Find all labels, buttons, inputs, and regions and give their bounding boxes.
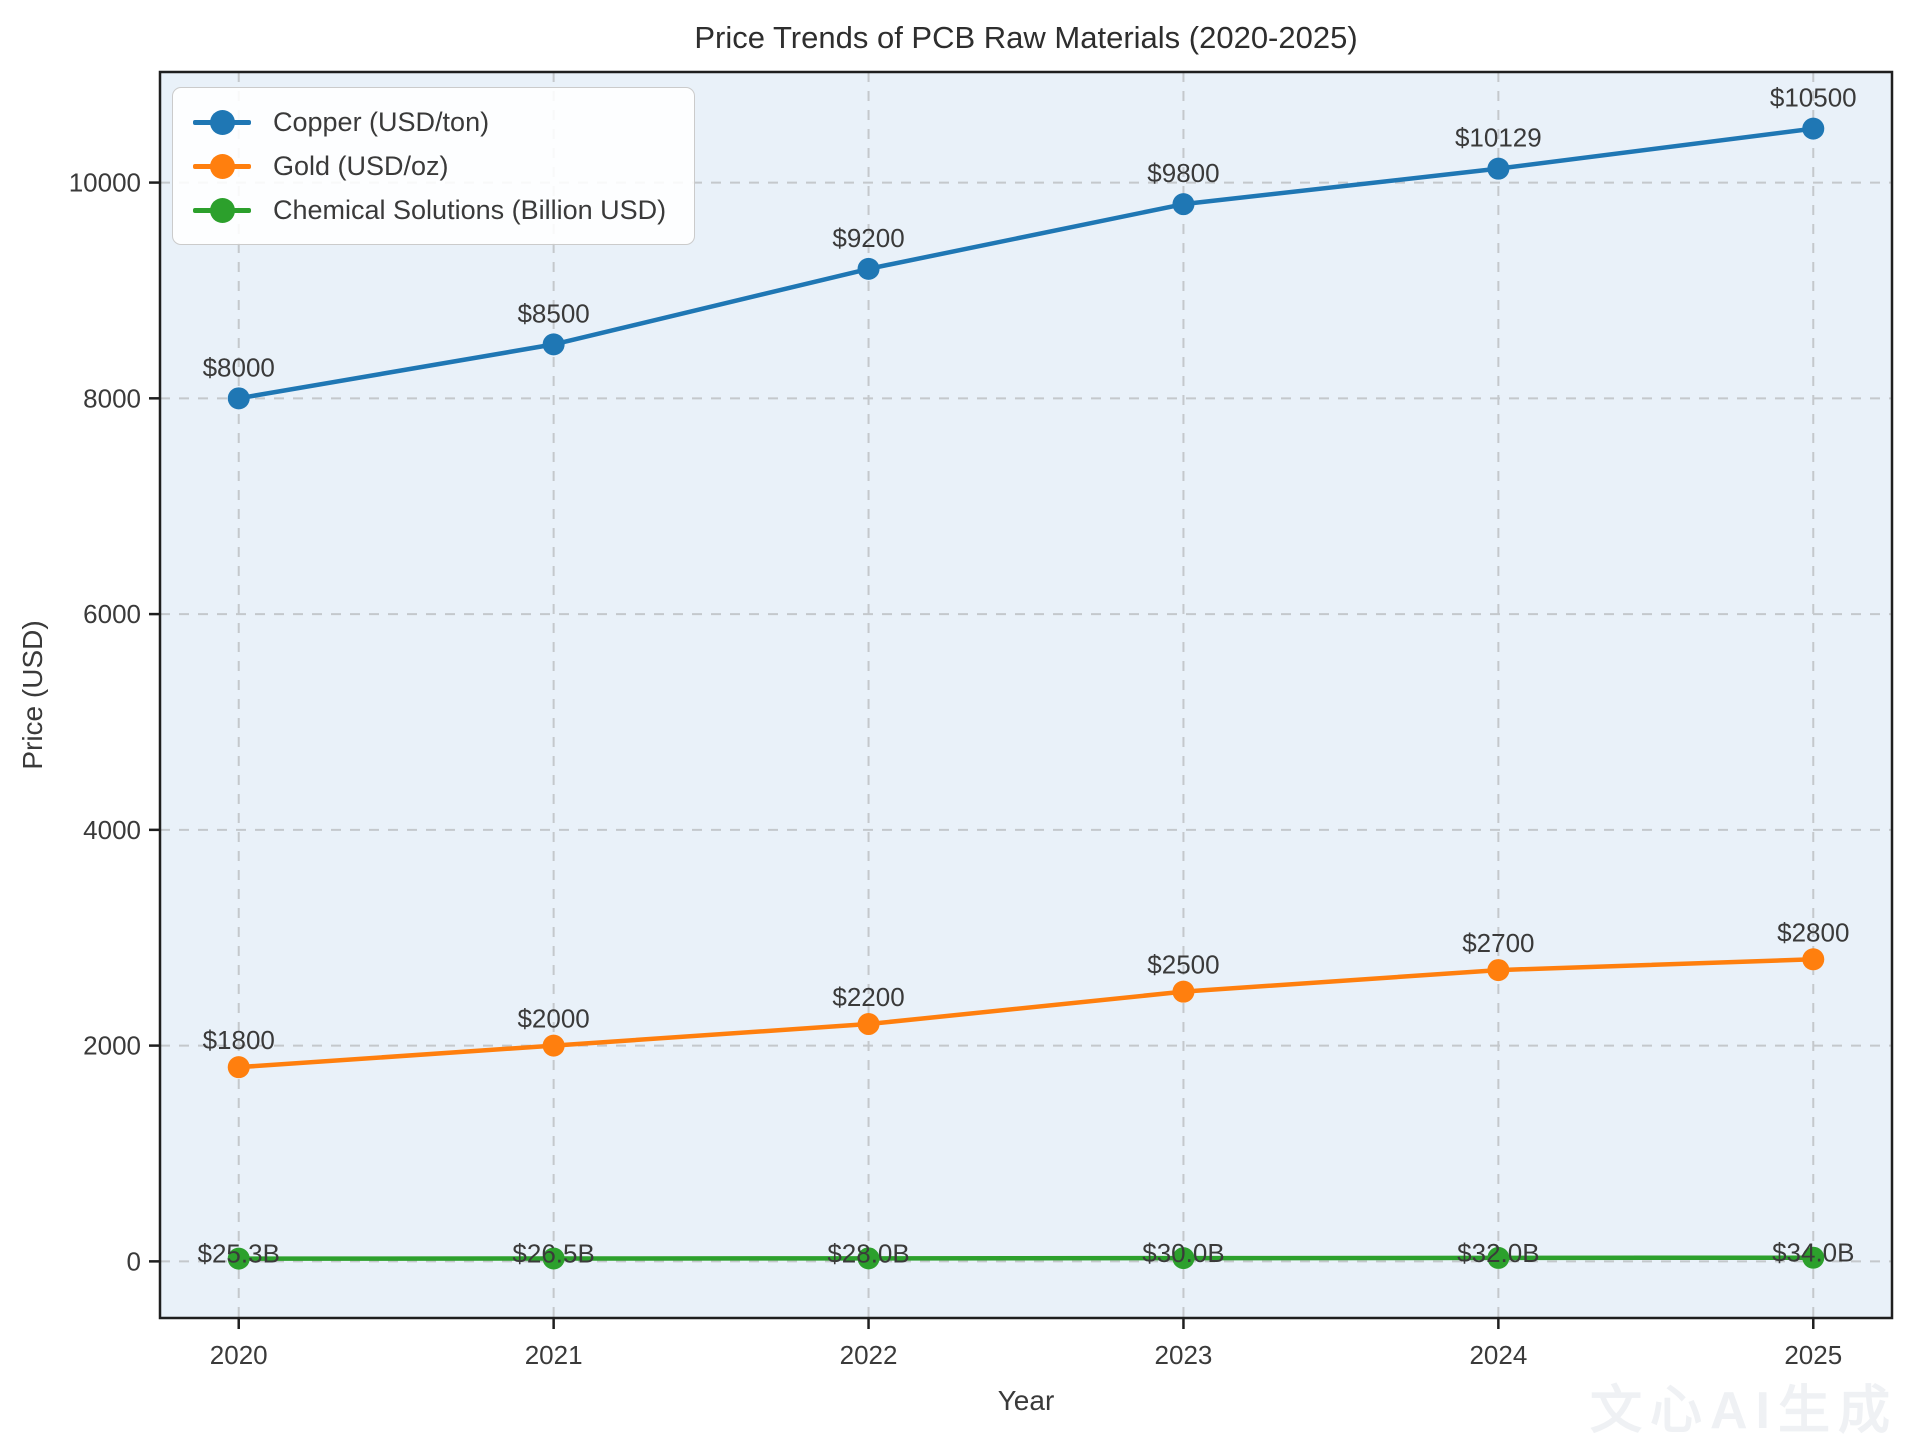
chemical-line-marker-icon: [193, 197, 251, 223]
data-point: [1802, 117, 1825, 140]
legend-item-chemical: Chemical Solutions (Billion USD): [193, 188, 666, 232]
x-tick-label: 2025: [1784, 1340, 1842, 1370]
data-point: [1802, 1246, 1825, 1269]
legend-label-chemical: Chemical Solutions (Billion USD): [273, 194, 667, 225]
point-label: $1800: [203, 1025, 275, 1055]
copper-line-marker-icon: [193, 109, 251, 135]
data-point: [542, 1247, 565, 1270]
y-tick-label: 6000: [83, 599, 141, 629]
point-label: $2700: [1462, 928, 1534, 958]
point-label: $30.0B: [1142, 1238, 1224, 1268]
legend-item-copper: Copper (USD/ton): [193, 100, 666, 144]
chart-title: Price Trends of PCB Raw Materials (2020-…: [694, 20, 1357, 55]
x-tick-label: 2021: [525, 1340, 583, 1370]
data-point: [1487, 959, 1510, 982]
point-label: $10129: [1455, 123, 1542, 153]
data-point: [857, 1013, 880, 1036]
data-point: [1487, 1246, 1510, 1269]
series-line-2: [238, 1255, 1814, 1261]
x-axis-label: Year: [998, 1385, 1055, 1416]
data-point: [1172, 1247, 1195, 1270]
data-point: [1172, 193, 1195, 216]
point-label: $28.0B: [827, 1238, 909, 1268]
gold-line-marker-icon: [193, 153, 251, 179]
data-point: [227, 1056, 250, 1079]
point-label: $8000: [203, 352, 275, 382]
x-tick-label: 2024: [1469, 1340, 1527, 1370]
y-axis-label: Price (USD): [17, 620, 48, 769]
x-tick-label: 2022: [840, 1340, 898, 1370]
plot-background: [160, 72, 1892, 1318]
data-point: [227, 1247, 250, 1270]
axes-layer: [149, 70, 1894, 1329]
data-point: [542, 1034, 565, 1057]
x-tick-label: 2023: [1155, 1340, 1213, 1370]
x-tick-label: 2020: [210, 1340, 268, 1370]
point-label: $32.0B: [1457, 1238, 1539, 1268]
point-label: $8500: [517, 298, 589, 328]
series-line-0: [238, 126, 1814, 401]
point-labels-layer: $8000 $8500 $9200 $9800 $10129 $10500 $1800 $20…: [198, 83, 1857, 1269]
y-tick-label: 2000: [83, 1031, 141, 1061]
data-point: [1172, 980, 1195, 1003]
plot-background-layer: [160, 72, 1892, 1318]
plot-border: [158, 70, 1894, 1320]
y-tick-label: 0: [127, 1246, 141, 1276]
point-label: $9200: [832, 223, 904, 253]
point-label: $2000: [517, 1004, 589, 1034]
series-layer: [227, 117, 1825, 1270]
point-label: $26.5B: [512, 1239, 594, 1269]
data-point: [857, 1247, 880, 1270]
data-point: [542, 333, 565, 356]
point-label: $10500: [1770, 83, 1857, 113]
data-point: [1802, 948, 1825, 971]
ai-watermark: 文心AI生成: [1590, 1382, 1898, 1440]
point-label: $34.0B: [1772, 1238, 1854, 1268]
data-point: [227, 387, 250, 410]
legend: Copper (USD/ton) Gold (USD/oz) Chemical …: [172, 87, 696, 245]
legend-item-gold: Gold (USD/oz): [193, 144, 666, 188]
point-label: $2200: [832, 982, 904, 1012]
point-label: $25.3B: [198, 1239, 280, 1269]
point-label: $9800: [1147, 158, 1219, 188]
legend-label-gold: Gold (USD/oz): [273, 150, 449, 181]
y-tick-label: 10000: [69, 168, 141, 198]
data-point: [857, 257, 880, 280]
tick-labels-layer: 0 2000 4000 6000 8000 10000 2020 2021 2022 2023 20…: [69, 168, 1843, 1370]
point-label: $2500: [1147, 950, 1219, 980]
legend-label-copper: Copper (USD/ton): [273, 106, 490, 137]
data-point: [1487, 157, 1510, 180]
series-line-1: [238, 957, 1814, 1070]
y-tick-label: 8000: [83, 383, 141, 413]
point-label: $2800: [1777, 917, 1849, 947]
y-tick-label: 4000: [83, 815, 141, 845]
